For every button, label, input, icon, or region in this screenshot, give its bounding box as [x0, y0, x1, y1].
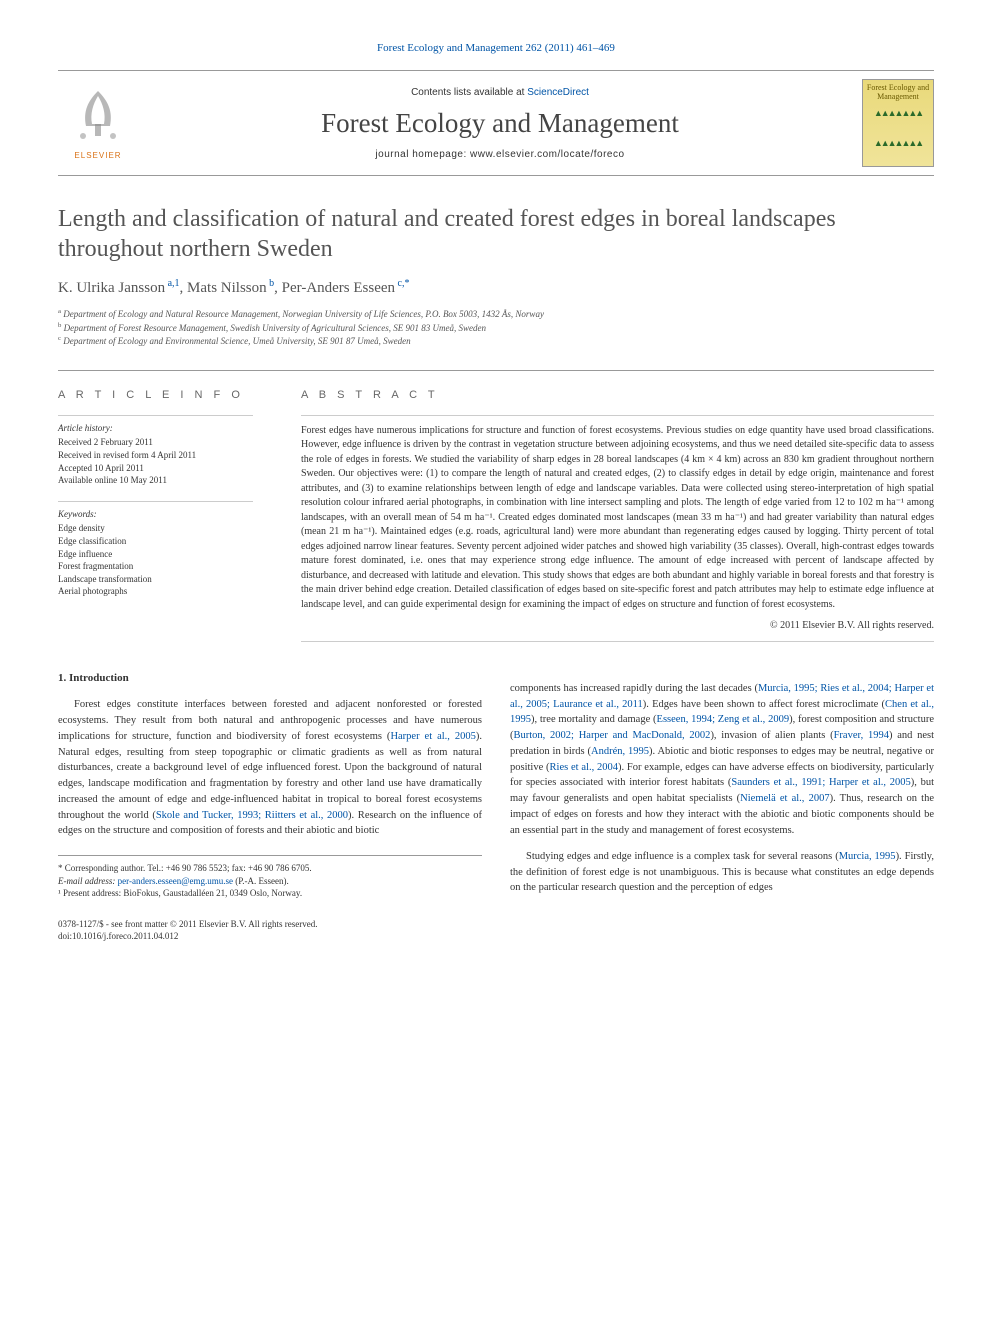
cover-trees-icon: ▲▲▲▲▲▲▲ [865, 138, 931, 148]
header-center: Contents lists available at ScienceDirec… [138, 87, 862, 160]
author-1: K. Ulrika Jansson [58, 280, 165, 296]
info-abstract-row: A R T I C L E I N F O Article history: R… [58, 370, 934, 643]
aff-b-text: Department of Forest Resource Management… [64, 323, 486, 333]
elsevier-label: ELSEVIER [58, 151, 138, 160]
intro-paragraph-1: Forest edges constitute interfaces betwe… [58, 697, 482, 839]
body-col-left: 1. Introduction Forest edges constitute … [58, 670, 482, 943]
text-run: Studying edges and edge influence is a c… [526, 851, 839, 862]
email-line: E-mail address: per-anders.esseen@emg.um… [58, 875, 482, 888]
journal-cover-thumb: Forest Ecology and Management ▲▲▲▲▲▲▲ ▲▲… [862, 79, 934, 167]
intro-paragraph-1-cont: components has increased rapidly during … [510, 681, 934, 839]
publisher-logo: ELSEVIER [58, 86, 138, 160]
keyword: Forest fragmentation [58, 560, 253, 573]
cover-title: Forest Ecology and Management [865, 84, 931, 102]
author-2-aff: b [267, 278, 275, 289]
aff-c-text: Department of Ecology and Environmental … [63, 336, 410, 346]
citation-link[interactable]: Forest Ecology and Management 262 (2011)… [377, 42, 615, 54]
article-history: Article history: Received 2 February 201… [58, 415, 253, 487]
keywords-block: Keywords: Edge density Edge classificati… [58, 501, 253, 598]
author-3: Per-Anders Esseen [282, 280, 395, 296]
doi-line: doi:10.1016/j.foreco.2011.04.012 [58, 930, 482, 943]
history-revised: Received in revised form 4 April 2011 [58, 449, 253, 462]
article-page: Forest Ecology and Management 262 (2011)… [0, 0, 992, 981]
journal-homepage: journal homepage: www.elsevier.com/locat… [138, 149, 862, 160]
text-run: ). Edges have been shown to affect fores… [643, 699, 885, 710]
keyword: Edge influence [58, 548, 253, 561]
history-label: Article history: [58, 422, 253, 435]
abstract-heading: A B S T R A C T [301, 389, 934, 401]
keyword: Edge density [58, 522, 253, 535]
history-received: Received 2 February 2011 [58, 436, 253, 449]
journal-header: ELSEVIER Contents lists available at Sci… [58, 70, 934, 176]
keywords-label: Keywords: [58, 508, 253, 521]
keyword: Aerial photographs [58, 585, 253, 598]
affiliation-c: c Department of Ecology and Environmenta… [58, 334, 934, 348]
keyword: Edge classification [58, 535, 253, 548]
ref-link[interactable]: Esseen, 1994; Zeng et al., 2009 [657, 714, 790, 725]
text-run: ), invasion of alien plants ( [710, 730, 833, 741]
present-address-line: ¹ Present address: BioFokus, Gaustadallé… [58, 887, 482, 900]
contents-prefix: Contents lists available at [411, 87, 527, 98]
history-accepted: Accepted 10 April 2011 [58, 462, 253, 475]
abstract-text: Forest edges have numerous implications … [301, 415, 934, 613]
body-col-right: components has increased rapidly during … [510, 670, 934, 943]
abstract-copyright: © 2011 Elsevier B.V. All rights reserved… [301, 620, 934, 642]
abstract-col: A B S T R A C T Forest edges have numero… [277, 389, 934, 643]
email-suffix: (P.-A. Esseen). [233, 876, 289, 886]
history-online: Available online 10 May 2011 [58, 474, 253, 487]
doi-block: 0378-1127/$ - see front matter © 2011 El… [58, 918, 482, 943]
article-title: Length and classification of natural and… [58, 204, 934, 264]
affiliation-b: b Department of Forest Resource Manageme… [58, 321, 934, 335]
authors-line: K. Ulrika Jansson a,1, Mats Nilsson b, P… [58, 278, 934, 297]
ref-link[interactable]: Ries et al., 2004 [550, 762, 618, 773]
ref-link[interactable]: Skole and Tucker, 1993; Riitters et al.,… [156, 810, 348, 821]
ref-link[interactable]: Andrén, 1995 [591, 746, 649, 757]
aff-a-text: Department of Ecology and Natural Resour… [63, 309, 544, 319]
body-two-column: 1. Introduction Forest edges constitute … [58, 670, 934, 943]
article-info-col: A R T I C L E I N F O Article history: R… [58, 389, 277, 643]
journal-name: Forest Ecology and Management [138, 108, 862, 139]
issn-line: 0378-1127/$ - see front matter © 2011 El… [58, 918, 482, 931]
section-heading: 1. Introduction [58, 670, 482, 687]
author-1-aff: a,1 [165, 278, 179, 289]
journal-citation: Forest Ecology and Management 262 (2011)… [58, 42, 934, 54]
text-run: ), tree mortality and damage ( [531, 714, 657, 725]
author-2: Mats Nilsson [187, 280, 267, 296]
corr-author-line: * Corresponding author. Tel.: +46 90 786… [58, 862, 482, 875]
intro-paragraph-2: Studying edges and edge influence is a c… [510, 849, 934, 896]
contents-lists-line: Contents lists available at ScienceDirec… [138, 87, 862, 98]
email-label: E-mail address: [58, 876, 118, 886]
affiliations: a Department of Ecology and Natural Reso… [58, 307, 934, 348]
affiliation-a: a Department of Ecology and Natural Reso… [58, 307, 934, 321]
ref-link[interactable]: Murcia, 1995 [839, 851, 896, 862]
keyword: Landscape transformation [58, 573, 253, 586]
keywords-list: Edge density Edge classification Edge in… [58, 522, 253, 598]
elsevier-tree-icon [68, 86, 128, 146]
ref-link[interactable]: Harper et al., 2005 [390, 731, 475, 742]
homepage-url: www.elsevier.com/locate/foreco [470, 149, 625, 160]
sciencedirect-link[interactable]: ScienceDirect [527, 87, 589, 98]
text-run: components has increased rapidly during … [510, 683, 758, 694]
ref-link[interactable]: Fraver, 1994 [834, 730, 889, 741]
ref-link[interactable]: Niemelä et al., 2007 [740, 793, 829, 804]
ref-link[interactable]: Saunders et al., 1991; Harper et al., 20… [731, 777, 910, 788]
text-run: ). Natural edges, resulting from steep t… [58, 731, 482, 821]
author-3-aff: c,* [395, 278, 409, 289]
homepage-prefix: journal homepage: [375, 149, 470, 160]
article-info-heading: A R T I C L E I N F O [58, 389, 253, 401]
cover-trees-icon: ▲▲▲▲▲▲▲ [865, 108, 931, 118]
email-link[interactable]: per-anders.esseen@emg.umu.se [118, 876, 233, 886]
ref-link[interactable]: Burton, 2002; Harper and MacDonald, 2002 [514, 730, 711, 741]
corresponding-footer: * Corresponding author. Tel.: +46 90 786… [58, 855, 482, 900]
